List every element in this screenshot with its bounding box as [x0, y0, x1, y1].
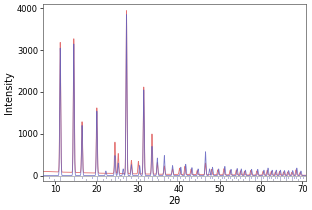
Y-axis label: Intensity: Intensity: [4, 71, 14, 114]
X-axis label: 2θ: 2θ: [168, 196, 181, 206]
